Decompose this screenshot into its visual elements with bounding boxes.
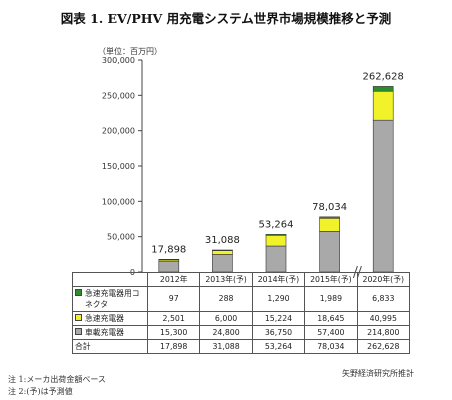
table-row-connector: 急速充電器用コネクタ 97 288 1,290 1,989 6,833 (72, 286, 411, 312)
table-cell: 18,645 (304, 311, 358, 326)
bar-segment (372, 86, 394, 92)
table-cell: 262,628 (356, 339, 411, 354)
table-cell: 15,224 (251, 311, 306, 326)
bar-segment (212, 254, 233, 273)
row-label-text: 車載充電器 (85, 327, 124, 337)
table-header-cell: 2012年 (146, 272, 201, 287)
table-cell: 2,501 (146, 311, 201, 326)
table-header-cell: 2020年(予) (356, 272, 411, 287)
legend-swatch-onboard (75, 327, 82, 335)
y-tick-label: 200,000 (102, 127, 135, 136)
bar-segment (319, 217, 340, 232)
bar-segment (319, 216, 340, 219)
bar-segment (372, 119, 394, 273)
table-header-cell: 2014年(予) (251, 272, 306, 287)
table-row-onboard-charger: 車載充電器 15,300 24,800 36,750 57,400 214,80… (72, 325, 411, 340)
source-credit: 矢野経済研究所推計 (342, 369, 414, 378)
y-tick-label: 300,000 (102, 56, 135, 65)
bar-segment (265, 245, 287, 273)
table-cell: 17,898 (146, 339, 201, 354)
table-header-row: 2012年 2013年(予) 2014年(予) 2015年(予) 2020年(予… (72, 272, 411, 287)
bar-segment (158, 259, 180, 261)
bar-total-label: 78,034 (312, 202, 347, 213)
stacked-bar-chart: 050,000100,000150,000200,000250,000300,0… (102, 56, 404, 279)
bar-segment (212, 249, 233, 251)
row-label: 車載充電器 (72, 325, 148, 340)
legend-swatch-quick (75, 313, 82, 321)
table-header-cell (72, 272, 148, 287)
table-cell: 288 (199, 286, 253, 312)
table-row-quick-charger: 急速充電器 2,501 6,000 15,224 18,645 40,995 (72, 311, 411, 326)
bar-segment (372, 90, 394, 121)
table-cell: 31,088 (199, 339, 253, 354)
row-label: 急速充電器用コネクタ (72, 286, 148, 312)
table-cell: 78,034 (304, 339, 358, 354)
chart-title: 図表 1. EV/PHV 用充電システム世界市場規模推移と予測 (60, 11, 392, 26)
table-cell: 214,800 (356, 325, 411, 340)
table-cell: 1,290 (251, 286, 306, 312)
table-cell: 1,989 (304, 286, 358, 312)
table-cell: 24,800 (199, 325, 253, 340)
bar-segment (319, 231, 340, 273)
row-label-text: 合計 (75, 341, 91, 351)
table-cell: 40,995 (356, 311, 411, 326)
bar-total-label: 31,088 (205, 235, 240, 246)
table-cell: 57,400 (304, 325, 358, 340)
y-tick-label: 100,000 (102, 197, 135, 206)
y-tick-label: 150,000 (102, 162, 135, 171)
bar-total-label: 262,628 (363, 71, 404, 82)
table-cell: 53,264 (251, 339, 306, 354)
footnote-2: 注 2:(予)は予測値 (8, 387, 73, 396)
legend-swatch-connector (75, 289, 82, 296)
bar-total-label: 53,264 (259, 219, 294, 230)
bar-segment (265, 234, 287, 247)
bar-segment (158, 260, 180, 273)
row-label: 合計 (72, 339, 148, 354)
bar-total-label: 17,898 (151, 244, 186, 255)
table-header-cell: 2015年(予) (304, 272, 358, 287)
footnote-1: 注 1:メーカ出荷金額ベース (8, 375, 106, 384)
unit-label: （単位：百万円） (98, 47, 162, 56)
y-tick-label: 250,000 (102, 91, 135, 100)
y-tick-label: 50,000 (107, 233, 135, 242)
table-cell: 36,750 (251, 325, 306, 340)
table-cell: 6,833 (356, 286, 411, 312)
row-label-text: 急速充電器用コネクタ (85, 289, 140, 309)
data-table: 2012年 2013年(予) 2014年(予) 2015年(予) 2020年(予… (72, 272, 411, 354)
row-label-text: 急速充電器 (85, 313, 124, 323)
table-header-cell: 2013年(予) (199, 272, 253, 287)
table-cell: 15,300 (146, 325, 201, 340)
table-cell: 97 (146, 286, 201, 312)
table-row-total: 合計 17,898 31,088 53,264 78,034 262,628 (72, 339, 411, 354)
table-cell: 6,000 (199, 311, 253, 326)
bar-segment (265, 234, 287, 236)
row-label: 急速充電器 (72, 311, 148, 326)
